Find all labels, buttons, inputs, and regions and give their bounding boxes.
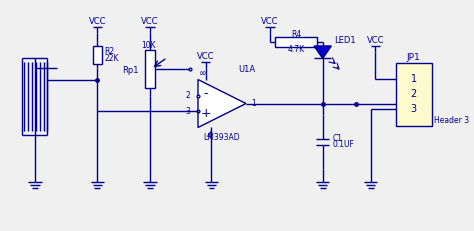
Text: 0.1UF: 0.1UF — [332, 140, 354, 149]
Bar — [92, 46, 102, 64]
Text: 3: 3 — [185, 107, 191, 116]
Text: 4: 4 — [207, 131, 212, 140]
Text: VCC: VCC — [261, 17, 279, 26]
Polygon shape — [314, 46, 331, 58]
Polygon shape — [198, 79, 246, 128]
Text: 10K: 10K — [141, 41, 155, 50]
Text: 2: 2 — [410, 89, 417, 99]
Text: +: + — [201, 106, 211, 120]
Text: R2: R2 — [104, 47, 114, 56]
Text: Rp1: Rp1 — [122, 66, 138, 75]
Text: VCC: VCC — [89, 17, 106, 26]
Text: 1: 1 — [411, 74, 417, 84]
Text: 1: 1 — [251, 99, 255, 108]
Text: VCC: VCC — [197, 52, 214, 61]
Text: 2: 2 — [186, 91, 191, 100]
Text: R4: R4 — [291, 30, 301, 39]
Text: 22K: 22K — [104, 54, 118, 63]
Text: LM393AD: LM393AD — [204, 133, 240, 142]
Text: LED1: LED1 — [334, 36, 356, 45]
Text: VCC: VCC — [141, 17, 159, 26]
Text: VCC: VCC — [367, 36, 384, 45]
Text: C1: C1 — [332, 134, 342, 143]
Text: 4.7K: 4.7K — [288, 45, 305, 54]
Bar — [145, 50, 155, 88]
Bar — [396, 63, 431, 126]
Text: Header 3: Header 3 — [434, 116, 470, 125]
Text: ∞: ∞ — [199, 69, 207, 78]
Text: JP1: JP1 — [407, 53, 420, 62]
Text: U1A: U1A — [238, 65, 255, 74]
Text: 3: 3 — [411, 104, 417, 114]
Bar — [275, 37, 318, 47]
Text: -: - — [203, 87, 208, 100]
